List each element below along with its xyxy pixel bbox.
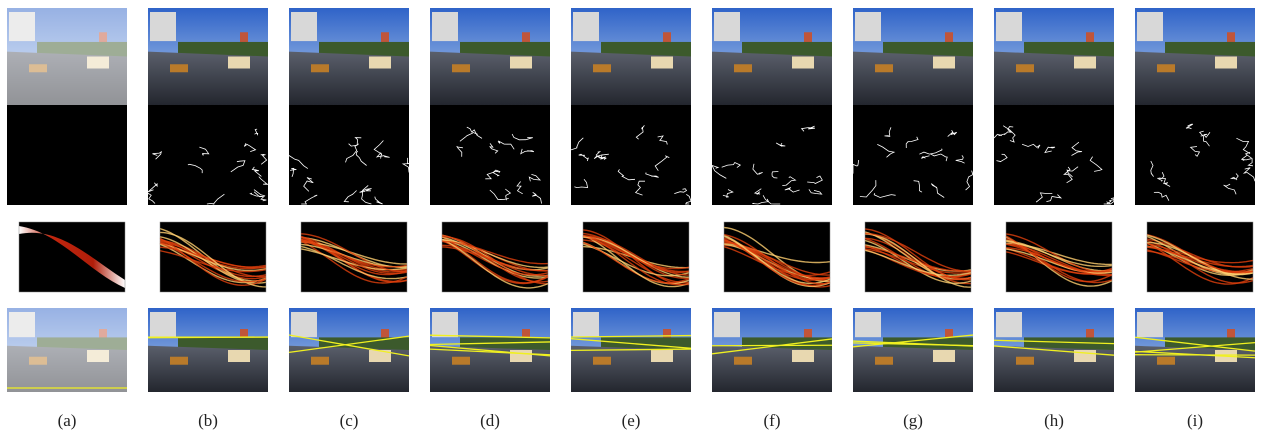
building xyxy=(150,12,176,41)
haze xyxy=(7,308,127,392)
edge-map xyxy=(712,105,832,205)
building xyxy=(291,12,317,41)
truck xyxy=(933,350,955,362)
column: (e) xyxy=(571,8,691,430)
building xyxy=(855,12,881,41)
column: (c) xyxy=(289,8,409,430)
column: (i) xyxy=(1135,8,1255,430)
car xyxy=(452,357,470,365)
edge-map xyxy=(853,105,973,205)
car xyxy=(593,64,611,72)
edge-map xyxy=(571,105,691,205)
truck xyxy=(651,57,673,69)
car xyxy=(170,357,188,365)
column: (b) xyxy=(148,8,268,430)
subfigure-label: (d) xyxy=(480,411,500,430)
truck xyxy=(1074,57,1096,69)
detected-line xyxy=(712,345,832,346)
car xyxy=(734,64,752,72)
car xyxy=(1157,64,1175,72)
truck xyxy=(651,350,673,362)
subfigure-label: (i) xyxy=(1187,411,1203,430)
car xyxy=(593,357,611,365)
car xyxy=(734,357,752,365)
building xyxy=(1137,312,1163,337)
car xyxy=(311,357,329,365)
subfigure-label: (a) xyxy=(58,411,77,430)
haze xyxy=(7,8,127,105)
subfigure-label: (c) xyxy=(340,411,359,430)
truck xyxy=(228,350,250,362)
car xyxy=(1157,357,1175,365)
column: (d) xyxy=(430,8,550,430)
subfigure-label: (b) xyxy=(198,411,218,430)
building xyxy=(573,312,599,337)
building xyxy=(150,312,176,337)
building xyxy=(291,312,317,337)
subfigure-label: (h) xyxy=(1044,411,1064,430)
building xyxy=(996,12,1022,41)
truck xyxy=(510,350,532,362)
truck xyxy=(792,57,814,69)
car xyxy=(875,64,893,72)
figure: (a) (b) (c) (d) (e) (f) (g) (h) (i) xyxy=(0,0,1269,435)
building xyxy=(1137,12,1163,41)
column: (a) xyxy=(7,8,127,430)
column: (h) xyxy=(994,8,1114,430)
truck xyxy=(228,57,250,69)
subfigure-label: (e) xyxy=(622,411,641,430)
building xyxy=(714,312,740,337)
edge-map xyxy=(7,105,127,205)
column: (f) xyxy=(712,8,832,430)
column: (g) xyxy=(853,8,973,430)
car xyxy=(1016,64,1034,72)
car xyxy=(452,64,470,72)
subfigure-label: (f) xyxy=(764,411,781,430)
edge-map xyxy=(148,105,268,205)
car xyxy=(170,64,188,72)
truck xyxy=(933,57,955,69)
building xyxy=(855,312,881,337)
truck xyxy=(792,350,814,362)
building xyxy=(432,12,458,41)
edge-map xyxy=(994,105,1114,205)
truck xyxy=(369,57,391,69)
truck xyxy=(510,57,532,69)
building xyxy=(714,12,740,41)
building xyxy=(432,312,458,337)
subfigure-label: (g) xyxy=(903,411,923,430)
car xyxy=(311,64,329,72)
building xyxy=(996,312,1022,337)
car xyxy=(875,357,893,365)
building xyxy=(573,12,599,41)
car xyxy=(1016,357,1034,365)
truck xyxy=(1215,57,1237,69)
